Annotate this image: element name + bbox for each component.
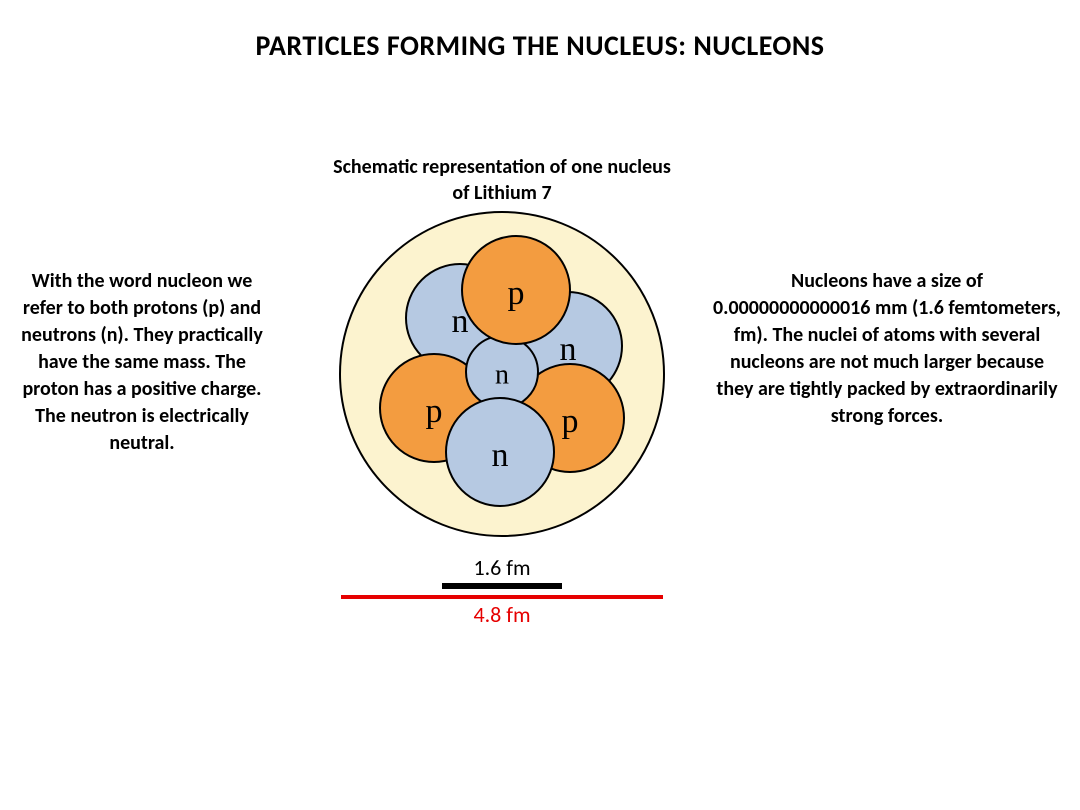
nucleus-svg: nnppnpn [332, 204, 672, 544]
scale-label-nucleon: 1.6 fm [332, 554, 672, 581]
right-description: Nucleons have a size of 0.00000000000016… [712, 268, 1062, 430]
neutron-6: n [446, 398, 554, 506]
proton-5: p [462, 236, 570, 344]
svg-text:p: p [562, 403, 579, 440]
nucleus-diagram: nnppnpn [332, 204, 672, 544]
scale-bar-nucleon [442, 583, 562, 589]
svg-text:n: n [560, 331, 577, 368]
svg-text:p: p [426, 393, 443, 430]
diagram-caption: Schematic representation of one nucleus … [332, 154, 672, 206]
svg-text:n: n [492, 437, 509, 474]
scale-label-nucleus: 4.8 fm [332, 601, 672, 628]
scale-block: 1.6 fm 4.8 fm [332, 554, 672, 628]
page-title: PARTICLES FORMING THE NUCLEUS: NUCLEONS [0, 28, 1080, 63]
scale-bar-nucleus [341, 595, 663, 599]
svg-text:n: n [495, 359, 509, 390]
svg-text:p: p [508, 275, 525, 312]
left-description: With the word nucleon we refer to both p… [14, 268, 270, 457]
